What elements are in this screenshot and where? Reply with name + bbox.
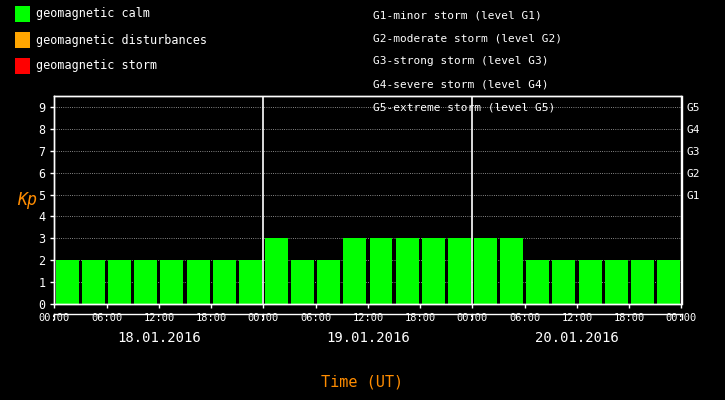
Bar	[396, 238, 418, 304]
Bar	[239, 260, 262, 304]
Bar	[474, 238, 497, 304]
Text: 18.01.2016: 18.01.2016	[117, 331, 201, 345]
Bar	[448, 238, 471, 304]
Bar	[291, 260, 314, 304]
Bar	[56, 260, 79, 304]
Text: G2-moderate storm (level G2): G2-moderate storm (level G2)	[373, 33, 563, 43]
Bar	[318, 260, 340, 304]
Bar	[579, 260, 602, 304]
Bar	[344, 238, 366, 304]
Text: 20.01.2016: 20.01.2016	[535, 331, 619, 345]
Bar	[422, 238, 444, 304]
Bar	[526, 260, 550, 304]
Text: G3-strong storm (level G3): G3-strong storm (level G3)	[373, 56, 549, 66]
Bar	[265, 238, 288, 304]
Text: geomagnetic disturbances: geomagnetic disturbances	[36, 34, 207, 46]
Bar	[605, 260, 628, 304]
Bar	[108, 260, 131, 304]
Text: geomagnetic calm: geomagnetic calm	[36, 8, 150, 20]
Text: Time (UT): Time (UT)	[321, 374, 404, 390]
Text: geomagnetic storm: geomagnetic storm	[36, 60, 157, 72]
Y-axis label: Kp: Kp	[17, 191, 37, 209]
Bar	[134, 260, 157, 304]
Text: G4-severe storm (level G4): G4-severe storm (level G4)	[373, 80, 549, 90]
Bar	[657, 260, 680, 304]
Bar	[500, 238, 523, 304]
Bar	[82, 260, 105, 304]
Bar	[160, 260, 183, 304]
Bar	[552, 260, 576, 304]
Text: G5-extreme storm (level G5): G5-extreme storm (level G5)	[373, 103, 555, 113]
Bar	[370, 238, 392, 304]
Bar	[212, 260, 236, 304]
Bar	[631, 260, 654, 304]
Bar	[186, 260, 210, 304]
Text: 19.01.2016: 19.01.2016	[326, 331, 410, 345]
Text: G1-minor storm (level G1): G1-minor storm (level G1)	[373, 10, 542, 20]
